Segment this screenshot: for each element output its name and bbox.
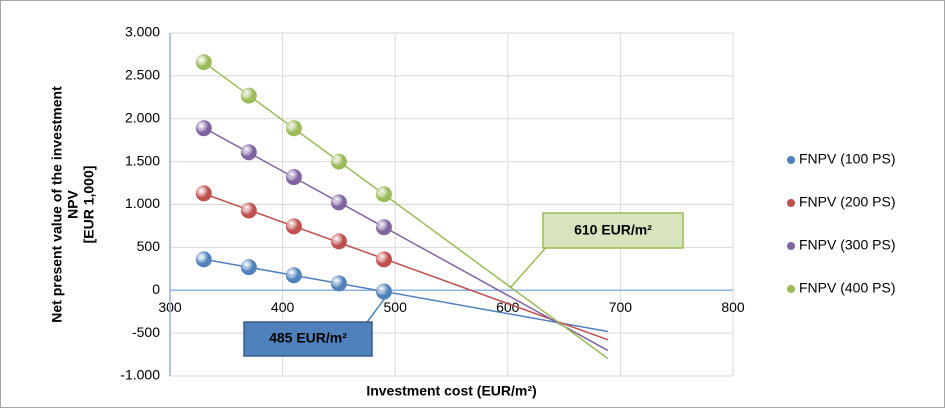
data-point	[285, 120, 302, 137]
annotation-pointer	[364, 297, 386, 326]
data-point	[330, 275, 347, 292]
data-point	[375, 186, 392, 203]
x-tick-label: 600	[496, 299, 520, 315]
legend-label: FNPV (400 PS)	[799, 280, 895, 296]
y-tick-label: 1.500	[125, 152, 160, 168]
y-tick-label: 2.500	[125, 67, 160, 83]
data-point	[240, 202, 257, 219]
data-point	[285, 267, 302, 284]
data-point	[375, 251, 392, 268]
trendline	[203, 192, 609, 341]
annotation-pointer	[509, 242, 551, 289]
trendline	[203, 61, 609, 360]
data-point	[330, 233, 347, 250]
y-tick-label: -500	[132, 324, 160, 340]
data-point	[375, 219, 392, 236]
data-point	[285, 218, 302, 235]
data-point	[330, 194, 347, 211]
legend-marker	[787, 156, 795, 164]
legend-marker	[787, 285, 795, 293]
trendline	[203, 127, 609, 352]
data-point	[195, 54, 212, 71]
data-point	[330, 153, 347, 170]
x-tick-label: 800	[721, 299, 745, 315]
data-point	[285, 169, 302, 186]
legend-label: FNPV (300 PS)	[799, 237, 895, 253]
data-point	[195, 251, 212, 268]
y-tick-label: 2.000	[125, 109, 160, 125]
y-tick-label: 3.000	[125, 24, 160, 40]
legend-label: FNPV (100 PS)	[799, 151, 895, 167]
annotation: 485 EUR/m²	[269, 330, 347, 346]
data-point	[195, 185, 212, 202]
x-tick-label: 500	[384, 299, 408, 315]
trendline	[203, 258, 609, 333]
data-point	[240, 87, 257, 104]
data-point	[240, 144, 257, 161]
y-tick-label: 1.000	[125, 195, 160, 211]
data-point	[195, 120, 212, 137]
annotation-box	[542, 212, 684, 249]
y-tick-label: -1.000	[120, 367, 160, 383]
data-point	[375, 283, 392, 300]
annotation-box	[243, 321, 373, 357]
y-axis-label: [EUR 1,000]	[81, 166, 97, 244]
x-axis-label: Investment cost (EUR/m²)	[366, 383, 536, 399]
x-tick-label: 400	[271, 299, 295, 315]
y-tick-label: 0	[152, 281, 160, 297]
legend-marker	[787, 242, 795, 250]
y-tick-label: 500	[137, 238, 161, 254]
data-point	[240, 259, 257, 276]
x-tick-label: 700	[609, 299, 633, 315]
legend-label: FNPV (200 PS)	[799, 194, 895, 210]
y-axis-label: NPV	[65, 189, 81, 218]
y-axis-label: Net present value of the investment	[49, 86, 65, 323]
legend-marker	[787, 199, 795, 207]
annotation: 610 EUR/m²	[574, 222, 652, 238]
